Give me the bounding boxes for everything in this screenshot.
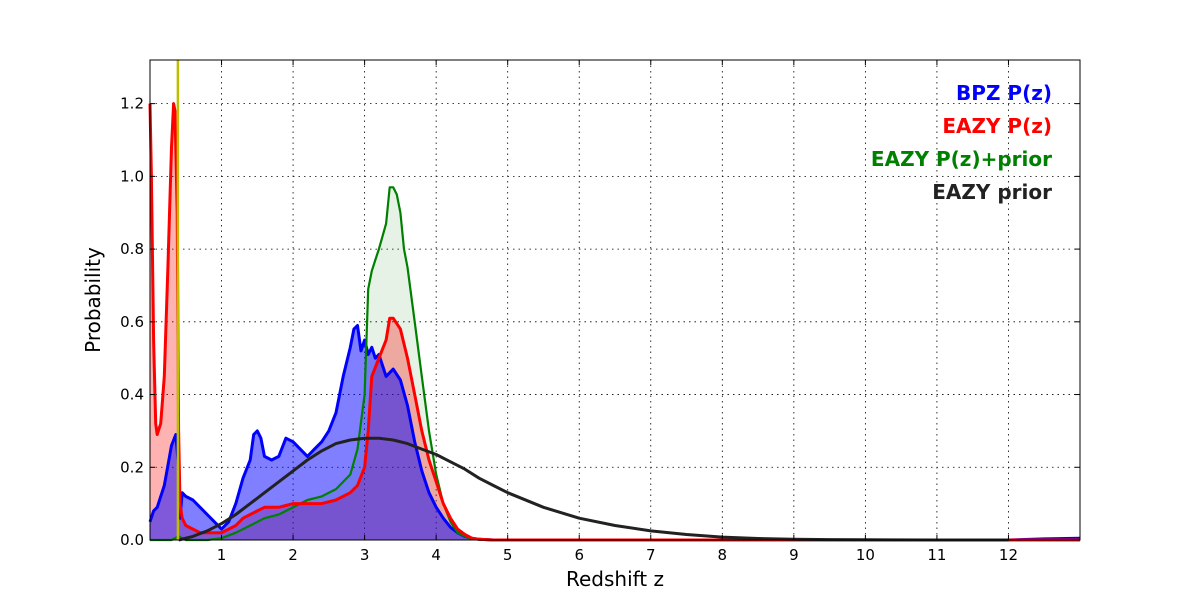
x-tick-label: 3 — [360, 546, 370, 564]
x-tick-label: 7 — [646, 546, 656, 564]
x-tick-label: 5 — [503, 546, 513, 564]
y-tick-label: 1.0 — [120, 167, 144, 185]
x-axis-title: Redshift z — [566, 567, 664, 591]
y-tick-label: 0.0 — [120, 531, 144, 549]
y-tick-label: 0.2 — [120, 458, 144, 476]
axis-ticks: 1 2 3 4 5 6 7 8 9 10 11 120.00.20.40.60.81.01.2 — [120, 60, 1080, 564]
x-tick-label: 8 — [718, 546, 728, 564]
y-tick-label: 0.6 — [120, 313, 144, 331]
x-tick-label: 4 — [431, 546, 441, 564]
y-tick-label: 1.2 — [120, 95, 144, 113]
eazy-prior-line — [178, 436, 1009, 542]
x-tick-label: 9 — [789, 546, 799, 564]
x-tick-label: 11 — [927, 546, 946, 564]
x-tick-label: 12 — [999, 546, 1018, 564]
x-tick-label: 10 — [856, 546, 875, 564]
y-tick-label: 0.4 — [120, 386, 144, 404]
legend-entry-eazy-prior: EAZY prior — [932, 180, 1052, 204]
legend-entry-bpz-p-z: BPZ P(z) — [956, 81, 1052, 105]
bpz-p-z-fill — [150, 325, 1080, 540]
x-tick-label: 6 — [574, 546, 584, 564]
y-axis-title: Probability — [81, 247, 105, 353]
series-fills — [150, 103, 1080, 541]
legend-entry-eazy-p-z: EAZY P(z) — [942, 114, 1052, 138]
x-tick-label: 1 — [217, 546, 227, 564]
y-tick-label: 0.8 — [120, 240, 144, 258]
legend: BPZ P(z) EAZY P(z) EAZY P(z)+prior EAZY pri… — [871, 81, 1052, 204]
plot-frame — [149, 59, 1081, 541]
x-tick-label: 2 — [288, 546, 298, 564]
eazy-p-z-line — [148, 102, 1080, 542]
legend-entry-eazy-p-z-prior: EAZY P(z)+prior — [871, 147, 1052, 171]
